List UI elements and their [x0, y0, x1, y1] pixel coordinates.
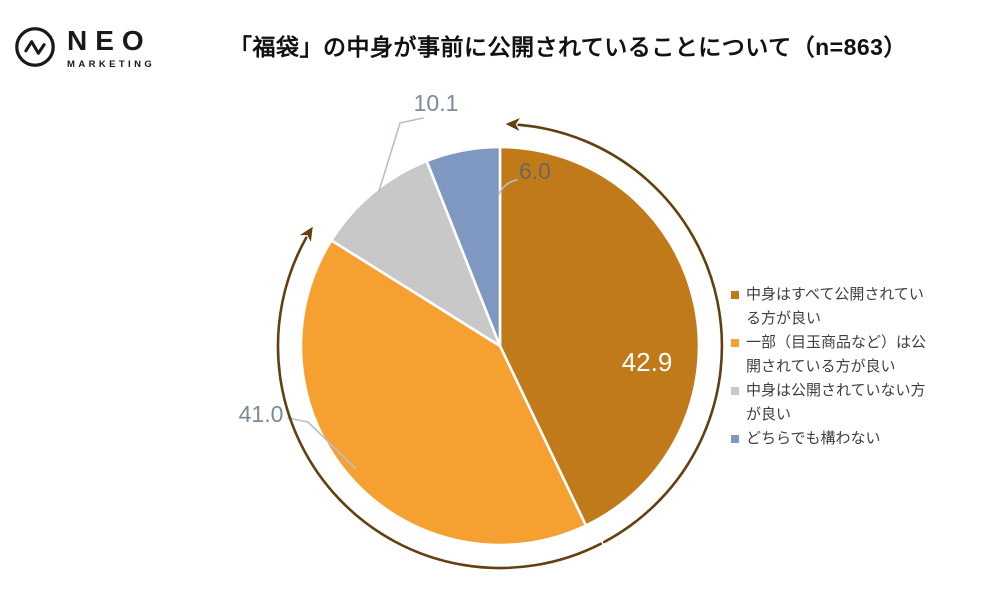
leader-line: [378, 117, 424, 192]
brand-name: NEO: [67, 25, 152, 56]
legend-swatch-icon: [731, 435, 739, 443]
legend-item: どちらでも構わない: [731, 427, 943, 451]
pie-slice-2: [330, 159, 502, 348]
legend-label: 中身は公開されていない方が良い: [746, 382, 926, 423]
legend-label: 中身はすべて公開されている方が良い: [746, 286, 924, 327]
leader-lines: [287, 117, 518, 469]
chart-legend: 中身はすべて公開されている方が良い 一部（目玉商品など）は公開されている方が良い中…: [731, 283, 943, 451]
chart-title: 「福袋」の中身が事前に公開されていることについて（n=863）: [229, 34, 907, 60]
pie-value-label-2: 10.1: [414, 90, 459, 116]
brand-logo: NEO MARKETING: [12, 24, 155, 70]
arc-arrows: [276, 118, 724, 570]
legend-item: 一部（目玉商品など）は公開されている方が良い: [731, 331, 943, 379]
data-labels: 42.9 41.0 10.1 6.0: [239, 90, 673, 427]
pie-slices: [299, 145, 701, 547]
legend-label: どちらでも構わない: [746, 430, 881, 447]
arrow-arc: [517, 123, 724, 544]
pie-value-label-3: 6.0: [519, 158, 551, 184]
legend-item: 中身はすべて公開されている方が良い: [731, 283, 943, 331]
arrow-head-icon: [299, 226, 313, 243]
brand-text: NEO MARKETING: [67, 24, 156, 71]
leader-line: [498, 179, 518, 195]
legend-swatch-icon: [731, 339, 739, 347]
legend-swatch-icon: [731, 387, 739, 395]
brand-subname: MARKETING: [67, 59, 156, 70]
pulse-circle-icon: [15, 27, 55, 67]
arrow-head-icon: [505, 118, 520, 132]
pie-slice-3: [425, 145, 502, 348]
pie-slice-1: [299, 239, 588, 547]
legend-label: 一部（目玉商品など）は公開されている方が良い: [746, 334, 927, 375]
pie-value-label-0: 42.9: [622, 347, 673, 377]
legend-swatch-icon: [731, 291, 739, 299]
arrow-arc: [276, 236, 603, 570]
legend-item: 中身は公開されていない方が良い: [731, 379, 943, 427]
pie-value-label-1: 41.0: [239, 401, 284, 427]
leader-line: [287, 417, 356, 469]
pie-slice-0: [498, 145, 701, 527]
